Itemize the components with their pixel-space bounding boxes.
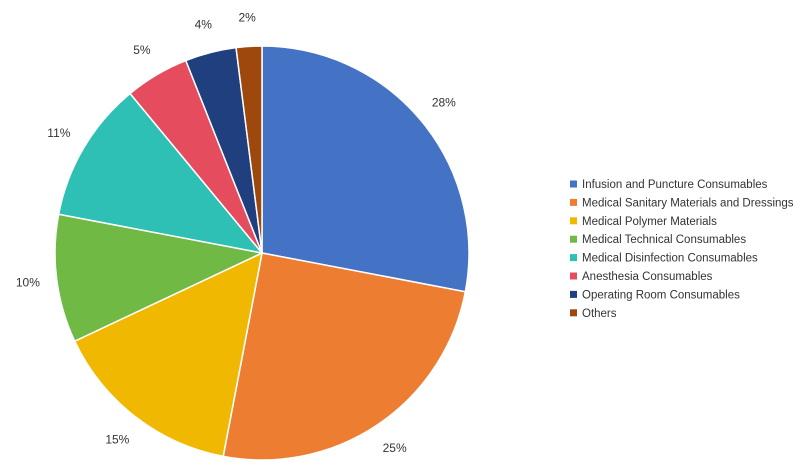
legend-label: Medical Polymer Materials bbox=[582, 216, 717, 228]
pie-slice-medical-technical-consumables bbox=[54, 213, 265, 343]
pie-label-medical-technical-consumables: 10% bbox=[16, 276, 40, 290]
legend-item-medical-polymer-materials: Medical Polymer Materials bbox=[570, 216, 717, 228]
legend-swatch bbox=[570, 180, 577, 188]
legend-swatch bbox=[570, 198, 577, 206]
legend-label: Anesthesia Consumables bbox=[582, 271, 713, 283]
legend-item-medical-disinfection-consumables: Medical Disinfection Consumables bbox=[570, 253, 758, 265]
legend-swatch bbox=[570, 217, 577, 225]
pie-slice-infusion-and-puncture-consumables bbox=[261, 45, 470, 293]
pie-label-medical-disinfection-consumables: 11% bbox=[47, 126, 70, 140]
legend-label: Medical Technical Consumables bbox=[582, 234, 746, 246]
legend-swatch bbox=[570, 290, 577, 298]
legend-item-anesthesia-consumables: Anesthesia Consumables bbox=[570, 271, 713, 283]
pie-slices bbox=[54, 45, 470, 461]
legend-label: Medical Sanitary Materials and Dressings bbox=[582, 197, 794, 209]
pie-label-medical-sanitary-materials-and-dressings: 25% bbox=[383, 441, 407, 455]
pie-percentage-labels: 28% 25% 15% 10% 11% 5% 4% 2% bbox=[16, 10, 456, 455]
pie-label-others: 2% bbox=[239, 10, 257, 24]
pie-label-operating-room-consumables: 4% bbox=[195, 17, 213, 31]
pie-label-anesthesia-consumables: 5% bbox=[133, 43, 151, 57]
pie-label-infusion-and-puncture-consumables: 28% bbox=[432, 96, 456, 110]
pie-slice-medical-sanitary-materials-and-dressings bbox=[222, 252, 467, 461]
pie-slice-medical-disinfection-consumables bbox=[57, 92, 264, 255]
pie-label-medical-polymer-materials: 15% bbox=[105, 432, 129, 446]
legend-swatch bbox=[570, 235, 577, 243]
legend-swatch bbox=[570, 254, 577, 262]
legend-item-operating-room-consumables: Operating Room Consumables bbox=[570, 289, 740, 301]
legend-item-medical-sanitary-materials-and-dressings: Medical Sanitary Materials and Dressings bbox=[570, 197, 794, 209]
legend-label: Infusion and Puncture Consumables bbox=[582, 179, 768, 191]
legend-item-others: Others bbox=[570, 308, 617, 320]
legend-swatch bbox=[570, 309, 577, 317]
legend: Infusion and Puncture Consumables Medical… bbox=[570, 179, 794, 320]
legend-item-infusion-and-puncture-consumables: Infusion and Puncture Consumables bbox=[570, 179, 768, 191]
legend-swatch bbox=[570, 272, 577, 280]
legend-item-medical-technical-consumables: Medical Technical Consumables bbox=[570, 234, 746, 246]
legend-label: Operating Room Consumables bbox=[582, 289, 740, 301]
pie-slice-others bbox=[235, 45, 263, 254]
legend-label: Medical Disinfection Consumables bbox=[582, 253, 758, 265]
pie-slice-medical-polymer-materials bbox=[73, 251, 264, 458]
legend-label: Others bbox=[582, 308, 617, 320]
